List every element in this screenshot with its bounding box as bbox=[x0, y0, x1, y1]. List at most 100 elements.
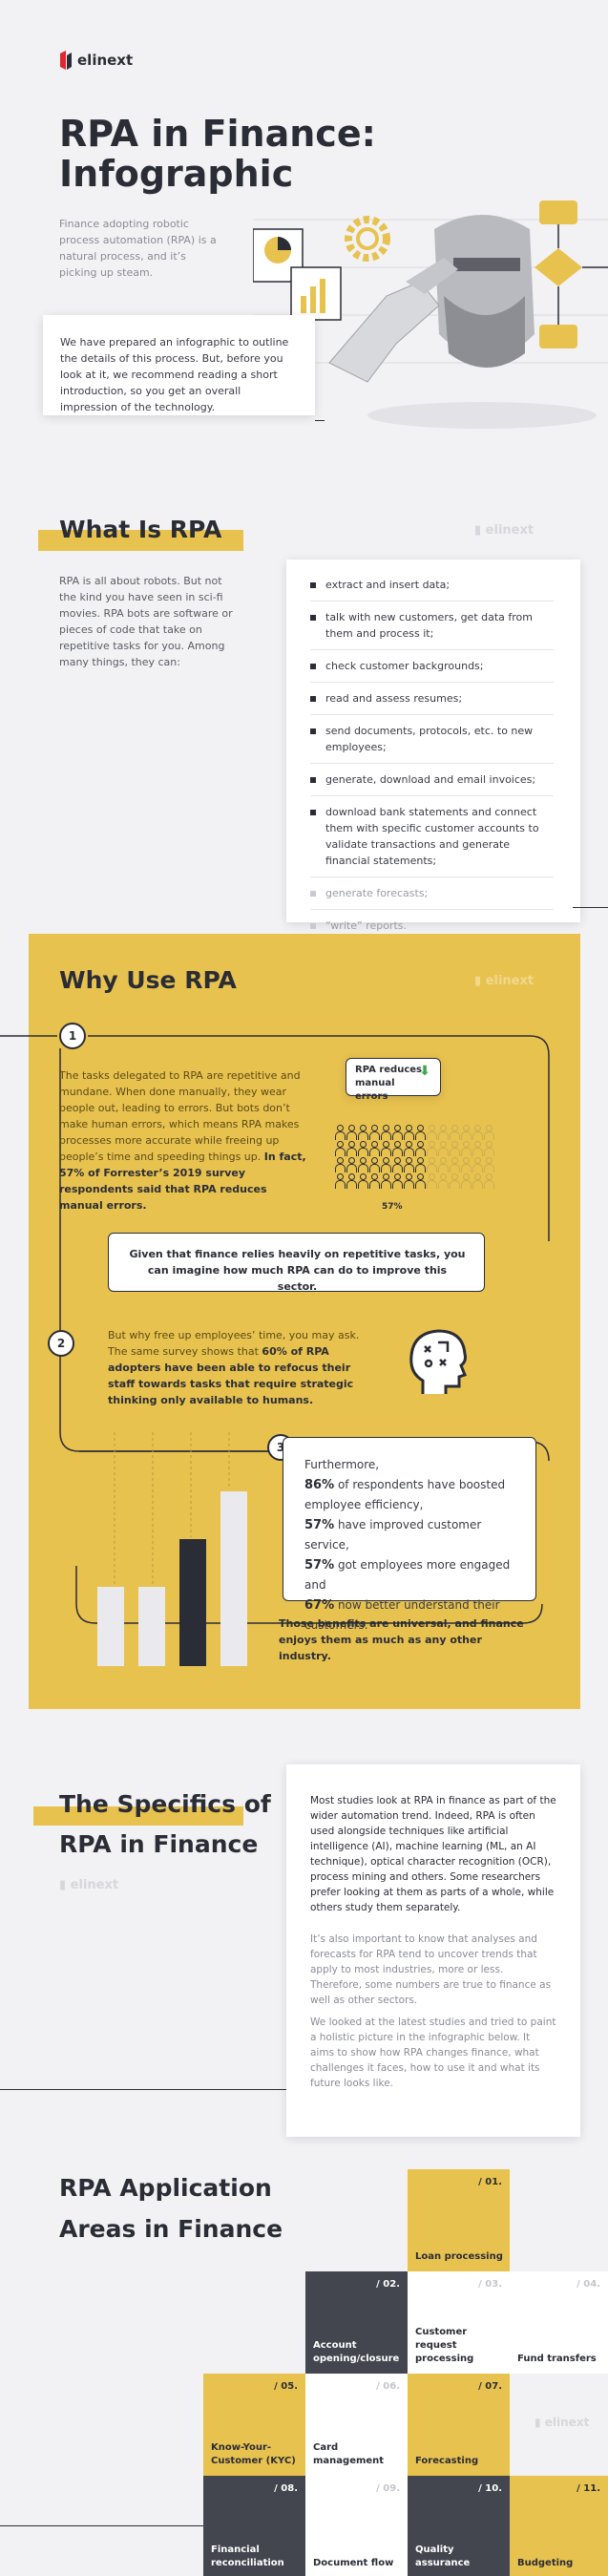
connector-line bbox=[315, 420, 325, 421]
bar-graphic bbox=[97, 1432, 247, 1666]
person-icon bbox=[460, 1157, 472, 1172]
watermark-logo: ▮ elinext bbox=[474, 523, 535, 538]
person-icon bbox=[449, 1157, 460, 1172]
area-tile-card-management[interactable]: / 06. Card management bbox=[305, 2374, 408, 2476]
person-icon bbox=[380, 1173, 391, 1189]
person-icon bbox=[334, 1125, 346, 1140]
person-icon bbox=[472, 1141, 483, 1156]
specifics-p1: Most studies look at RPA in finance as p… bbox=[310, 1795, 556, 1913]
specifics-highlight bbox=[33, 1806, 243, 1826]
person-icon bbox=[403, 1125, 414, 1140]
person-icon bbox=[437, 1173, 449, 1189]
person-icon bbox=[483, 1125, 494, 1140]
person-icon bbox=[357, 1173, 368, 1189]
area-tile-forecasting[interactable]: / 07. Forecasting bbox=[408, 2374, 510, 2476]
stat-item: 86% of respondents have boosted employee… bbox=[304, 1478, 506, 1511]
person-icon bbox=[472, 1157, 483, 1172]
person-icon bbox=[357, 1125, 368, 1140]
what-is-title: What Is RPA bbox=[59, 516, 222, 543]
step1-number: 1 bbox=[59, 1023, 86, 1049]
person-icon bbox=[368, 1141, 380, 1156]
people-icons bbox=[334, 1125, 511, 1190]
step1-text: The tasks delegated to RPA are repetitiv… bbox=[59, 1067, 309, 1214]
robot-hand-illustration bbox=[253, 201, 608, 429]
stat-item: 57% have improved customer service, bbox=[304, 1518, 482, 1552]
stat-item: 67% now better understand their customer… bbox=[304, 1598, 500, 1632]
list-item: send documents, protocols, etc. to new e… bbox=[310, 723, 554, 764]
person-icon bbox=[449, 1173, 460, 1189]
person-icon bbox=[483, 1157, 494, 1172]
area-tile-fund-transfers[interactable]: / 04. Fund transfers bbox=[510, 2271, 608, 2374]
person-icon bbox=[403, 1141, 414, 1156]
person-icon bbox=[391, 1173, 403, 1189]
people-pct-label: 57% bbox=[382, 1202, 403, 1212]
list-item: generate, download and email invoices; bbox=[310, 771, 554, 796]
person-icon bbox=[460, 1141, 472, 1156]
specifics-title-line1: The Specifics of bbox=[59, 1790, 271, 1818]
area-tile-budgeting[interactable]: / 11. Budgeting bbox=[510, 2476, 608, 2576]
page-title-line2: Infographic bbox=[59, 153, 294, 195]
rpa-tasks-list: extract and insert data; talk with new c… bbox=[310, 577, 554, 949]
person-icon bbox=[334, 1173, 346, 1189]
area-tile-customer-request[interactable]: / 03. Customer request processing bbox=[408, 2271, 510, 2374]
specifics-title-line2: RPA in Finance bbox=[59, 1830, 259, 1858]
stats-box: Furthermore, 86% of respondents have boo… bbox=[283, 1437, 536, 1632]
person-icon bbox=[426, 1141, 437, 1156]
step1-text-plain: The tasks delegated to RPA are repetitiv… bbox=[59, 1069, 301, 1163]
area-tile-account-opening[interactable]: / 02. Account opening/closure bbox=[305, 2271, 408, 2374]
person-icon bbox=[437, 1141, 449, 1156]
list-item: generate forecasts; bbox=[310, 885, 554, 910]
person-icon bbox=[391, 1157, 403, 1172]
step2-text: But why free up employees’ time, you may… bbox=[108, 1327, 366, 1408]
specifics-card: Most studies look at RPA in finance as p… bbox=[286, 1764, 580, 2137]
list-item: check customer backgrounds; bbox=[310, 658, 554, 683]
person-icon bbox=[460, 1125, 472, 1140]
step2-text-plain: But why free up employees’ time, you may… bbox=[108, 1329, 360, 1358]
person-icon bbox=[414, 1125, 426, 1140]
person-icon bbox=[472, 1173, 483, 1189]
stat-item: 57% got employees more engaged and bbox=[304, 1558, 511, 1592]
person-icon bbox=[368, 1173, 380, 1189]
strategy-head-icon bbox=[409, 1329, 467, 1394]
person-icon bbox=[449, 1125, 460, 1140]
person-icon bbox=[426, 1173, 437, 1189]
person-icon bbox=[334, 1157, 346, 1172]
speech-bubble: RPA reduces manual errors ⬇ bbox=[346, 1058, 441, 1102]
person-icon bbox=[483, 1141, 494, 1156]
page-title-line1: RPA in Finance: bbox=[59, 113, 376, 155]
specifics-p2: It’s also important to know that analyse… bbox=[310, 1933, 552, 2006]
connector-line bbox=[0, 2525, 203, 2526]
logo[interactable]: elinext bbox=[59, 50, 133, 71]
area-tile-loan-processing[interactable]: / 01. Loan processing bbox=[408, 2169, 510, 2271]
watermark-logo: ▮ elinext bbox=[474, 974, 535, 988]
connector-line bbox=[573, 907, 608, 908]
watermark-logo: ▮ elinext bbox=[59, 1878, 119, 1892]
stats-content: Furthermore, 86% of respondents have boo… bbox=[304, 1455, 524, 1636]
callout-text: Given that finance relies heavily on rep… bbox=[129, 1248, 466, 1293]
rpa-tasks-card: extract and insert data; talk with new c… bbox=[286, 560, 580, 932]
area-tile-kyc[interactable]: / 05. Know-Your-Customer (KYC) bbox=[203, 2374, 305, 2476]
area-tile-financial-reconciliation[interactable]: / 08. Financial reconciliation bbox=[203, 2476, 305, 2576]
down-arrow-icon: ⬇ bbox=[419, 1064, 430, 1079]
list-item: download bank statements and connect the… bbox=[310, 804, 554, 877]
stats-intro: Furthermore, bbox=[304, 1458, 380, 1471]
intro-text: We have prepared an infographic to outli… bbox=[60, 336, 289, 413]
area-tile-document-flow[interactable]: / 09. Document flow bbox=[305, 2476, 408, 2576]
person-icon bbox=[357, 1157, 368, 1172]
hero-lead: Finance adopting robotic process automat… bbox=[59, 218, 217, 279]
person-icon bbox=[426, 1125, 437, 1140]
people-grid bbox=[334, 1125, 511, 1190]
person-icon bbox=[426, 1157, 437, 1172]
watermark-logo: ▮ elinext bbox=[535, 2416, 590, 2429]
elinext-logo-icon bbox=[60, 51, 72, 70]
person-icon bbox=[380, 1157, 391, 1172]
step2-number: 2 bbox=[48, 1330, 74, 1357]
areas-title-line1: RPA Application bbox=[59, 2174, 272, 2202]
list-item: “write” reports. bbox=[310, 918, 554, 941]
what-is-body: RPA is all about robots. But not the kin… bbox=[59, 575, 233, 668]
area-tile-quality-assurance[interactable]: / 10. Quality assurance bbox=[408, 2476, 510, 2576]
person-icon bbox=[357, 1141, 368, 1156]
step1-text-bold: In fact, 57% of Forrester’s 2019 survey … bbox=[59, 1151, 306, 1212]
person-icon bbox=[391, 1125, 403, 1140]
person-icon bbox=[403, 1173, 414, 1189]
